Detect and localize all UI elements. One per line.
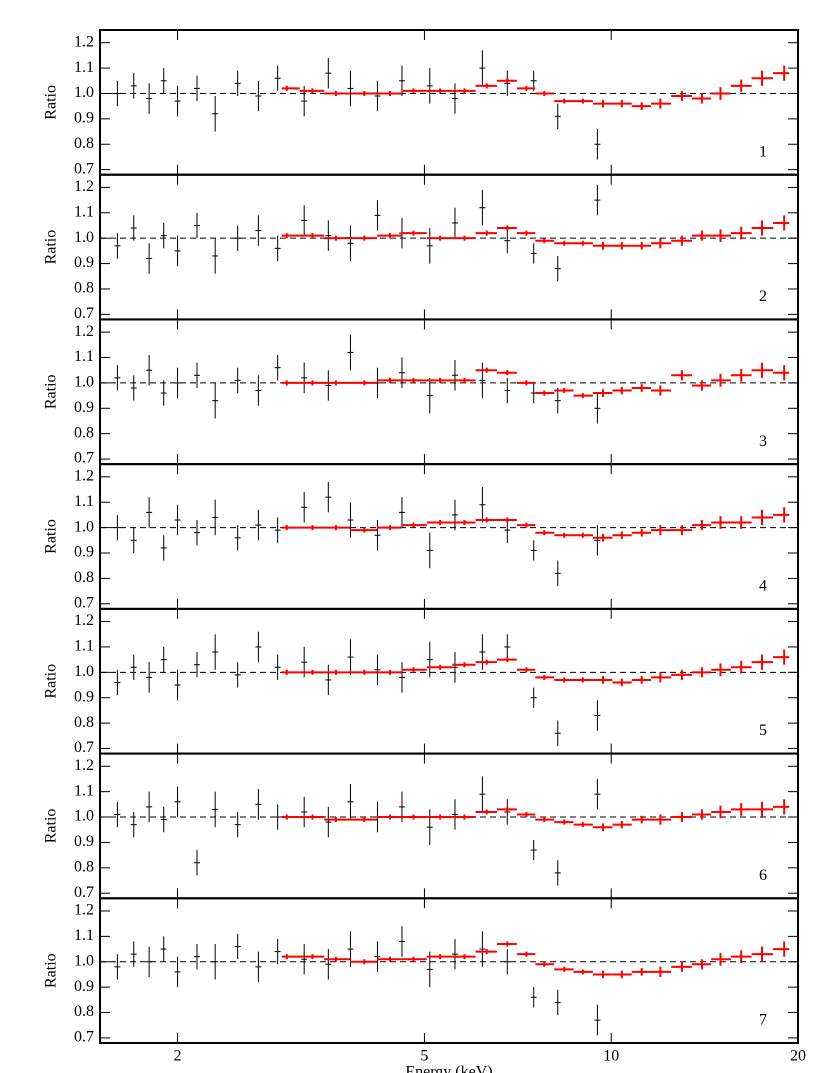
y-axis-label: Ratio xyxy=(43,953,60,988)
y-tick-label: 0.7 xyxy=(74,594,94,611)
panel-frame xyxy=(99,752,799,900)
y-tick-label: 1.0 xyxy=(74,808,94,825)
panel-frame xyxy=(99,29,799,176)
y-tick-label: 0.8 xyxy=(74,569,94,586)
x-axis-label: Energy (keV) xyxy=(405,1064,492,1073)
y-tick-label: 1.2 xyxy=(74,757,94,774)
y-tick-label: 0.8 xyxy=(74,858,94,875)
y-tick-label: 0.8 xyxy=(74,280,94,297)
y-tick-label: 1.0 xyxy=(74,663,94,680)
y-tick-label: 1.2 xyxy=(74,902,94,919)
y-tick-label: 0.8 xyxy=(74,1003,94,1020)
y-tick-label: 0.7 xyxy=(74,884,94,901)
y-tick-label: 1.2 xyxy=(74,178,94,195)
y-tick-label: 1.2 xyxy=(74,612,94,629)
panel-frame xyxy=(99,318,799,466)
y-tick-label: 0.7 xyxy=(74,305,94,322)
y-tick-label: 0.7 xyxy=(74,739,94,756)
y-tick-label: 0.9 xyxy=(74,688,94,705)
y-axis-label: Ratio xyxy=(43,85,60,120)
panel-label: 1 xyxy=(759,143,767,160)
y-tick-label: 0.7 xyxy=(74,160,94,177)
panel-label: 3 xyxy=(759,433,767,450)
y-tick-label: 0.8 xyxy=(74,424,94,441)
y-tick-label: 1.0 xyxy=(74,229,94,246)
y-tick-label: 0.7 xyxy=(74,450,94,467)
y-tick-label: 1.1 xyxy=(74,927,94,944)
panel-frame xyxy=(99,463,799,610)
y-tick-label: 1.1 xyxy=(74,782,94,799)
x-tick-label: 20 xyxy=(790,1048,806,1065)
y-tick-label: 1.0 xyxy=(74,952,94,969)
panel-label: 5 xyxy=(759,722,767,739)
panel-frame xyxy=(99,173,799,321)
y-axis-label: Ratio xyxy=(43,809,60,844)
y-tick-label: 0.9 xyxy=(74,399,94,416)
y-axis-label: Ratio xyxy=(43,664,60,699)
panel-label: 4 xyxy=(759,578,767,595)
panel-label: 6 xyxy=(759,867,767,884)
y-tick-label: 1.2 xyxy=(74,323,94,340)
panel-frame xyxy=(99,897,799,1044)
y-axis-label: Ratio xyxy=(43,230,60,265)
y-tick-label: 0.9 xyxy=(74,110,94,127)
y-tick-label: 1.1 xyxy=(74,203,94,220)
y-axis-label: Ratio xyxy=(43,519,60,554)
y-tick-label: 1.0 xyxy=(74,518,94,535)
y-tick-label: 1.1 xyxy=(74,348,94,365)
x-tick-label: 2 xyxy=(174,1048,182,1065)
y-tick-label: 0.8 xyxy=(74,714,94,731)
y-axis-label: Ratio xyxy=(43,374,60,409)
y-tick-label: 1.2 xyxy=(74,468,94,485)
y-tick-label: 0.9 xyxy=(74,544,94,561)
x-tick-label: 10 xyxy=(603,1048,619,1065)
y-tick-label: 1.0 xyxy=(74,374,94,391)
y-tick-label: 1.1 xyxy=(74,638,94,655)
y-tick-label: 0.9 xyxy=(74,254,94,271)
panel-label: 2 xyxy=(759,288,767,305)
panel-label: 7 xyxy=(759,1012,767,1029)
y-tick-label: 0.9 xyxy=(74,833,94,850)
y-tick-label: 1.1 xyxy=(74,493,94,510)
y-tick-label: 1.1 xyxy=(74,59,94,76)
y-tick-label: 1.0 xyxy=(74,84,94,101)
panel-frame xyxy=(99,607,799,755)
y-tick-label: 0.9 xyxy=(74,978,94,995)
y-tick-label: 0.8 xyxy=(74,135,94,152)
y-tick-label: 1.2 xyxy=(74,33,94,50)
x-tick-label: 5 xyxy=(420,1048,428,1065)
y-tick-label: 0.7 xyxy=(74,1029,94,1046)
